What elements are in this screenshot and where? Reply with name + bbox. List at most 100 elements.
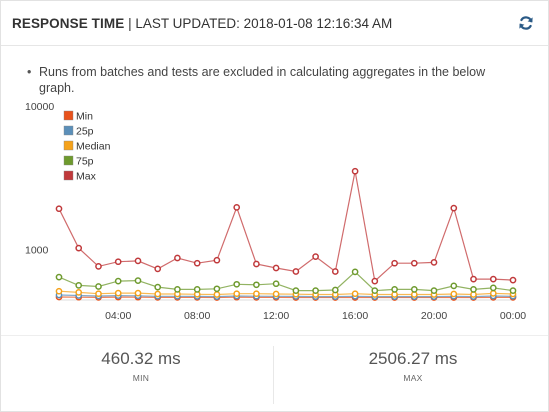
data-point-75p[interactable]: [450, 282, 458, 290]
refresh-icon[interactable]: [518, 15, 534, 31]
data-point-75p[interactable]: [371, 287, 379, 294]
panel-header: RESPONSE TIME | LAST UPDATED: 2018-01-08…: [1, 1, 548, 46]
data-point-max[interactable]: [391, 259, 398, 267]
data-point-75p[interactable]: [75, 282, 83, 289]
legend-label-min[interactable]: Min: [76, 111, 93, 123]
data-point-max[interactable]: [331, 268, 339, 275]
max-label: MAX: [403, 373, 423, 383]
series-line-25p: [58, 294, 514, 298]
data-point-max[interactable]: [95, 263, 102, 270]
x-tick-label: 08:00: [184, 310, 210, 322]
data-point-max[interactable]: [430, 259, 438, 266]
legend-label-max[interactable]: Max: [76, 171, 97, 183]
data-point-75p[interactable]: [351, 268, 359, 276]
data-point-75p[interactable]: [272, 280, 280, 288]
series-line-max: [58, 171, 514, 283]
data-point-median[interactable]: [213, 291, 221, 298]
title-separator: |: [124, 16, 136, 31]
data-point-75p[interactable]: [253, 281, 260, 289]
data-point-max[interactable]: [351, 167, 359, 175]
stats-footer: 460.32 ms MIN 2506.27 ms MAX: [1, 335, 548, 412]
response-time-chart: 10000 1000 04:00 08:00 12:00 16:00 20:00 00:00 M…: [25, 101, 526, 322]
data-point-max[interactable]: [154, 265, 162, 273]
data-point-75p[interactable]: [470, 286, 477, 293]
min-label: MIN: [132, 373, 150, 383]
data-point-75p[interactable]: [95, 283, 102, 290]
legend-swatch-max[interactable]: [63, 170, 74, 181]
data-point-75p[interactable]: [55, 273, 63, 281]
y-tick-label: 1000: [25, 244, 49, 256]
data-point-75p[interactable]: [213, 285, 221, 293]
data-point-75p[interactable]: [154, 283, 162, 291]
data-point-max[interactable]: [193, 259, 201, 267]
data-point-max[interactable]: [450, 204, 458, 212]
data-point-max[interactable]: [489, 275, 497, 283]
legend-label-75p[interactable]: 75p: [76, 156, 94, 168]
x-tick-label: 00:00: [500, 310, 526, 322]
data-point-median[interactable]: [95, 290, 102, 298]
data-point-median[interactable]: [272, 290, 280, 298]
data-point-75p[interactable]: [410, 286, 418, 293]
data-point-75p[interactable]: [331, 286, 339, 294]
data-point-75p[interactable]: [193, 286, 201, 293]
legend-swatch-75p[interactable]: [63, 155, 74, 166]
data-point-max[interactable]: [470, 275, 477, 283]
legend-swatch-median[interactable]: [63, 140, 74, 151]
data-point-median[interactable]: [351, 290, 359, 298]
legend-label-25p[interactable]: 25p: [76, 126, 94, 138]
exclusion-note: Runs from batches and tests are excluded…: [27, 64, 519, 96]
data-point-max[interactable]: [55, 205, 63, 213]
title-prefix: RESPONSE TIME: [12, 16, 125, 31]
x-tick-label: 20:00: [421, 310, 447, 322]
data-point-max[interactable]: [174, 254, 181, 262]
data-point-75p[interactable]: [430, 287, 438, 294]
data-point-median[interactable]: [55, 287, 63, 295]
data-point-max[interactable]: [509, 276, 517, 284]
legend-label-median[interactable]: Median: [76, 141, 111, 153]
data-point-median[interactable]: [489, 290, 497, 297]
legend-swatch-25p[interactable]: [63, 125, 74, 136]
data-point-75p[interactable]: [174, 286, 181, 293]
data-point-75p[interactable]: [489, 284, 497, 292]
series-line-75p: [58, 271, 514, 292]
data-point-max[interactable]: [410, 259, 418, 267]
series-line-median: [58, 290, 514, 296]
max-value: 2506.27 ms: [368, 349, 458, 368]
panel-title: RESPONSE TIME | LAST UPDATED: 2018-01-08…: [12, 16, 392, 31]
data-point-median[interactable]: [154, 290, 162, 298]
data-point-75p[interactable]: [233, 280, 241, 288]
max-stat: 2506.27 ms MAX: [278, 336, 548, 412]
x-tick-label: 12:00: [263, 310, 289, 322]
data-point-median[interactable]: [114, 289, 122, 297]
data-point-max[interactable]: [292, 268, 300, 275]
min-stat: 460.32 ms MIN: [6, 336, 276, 412]
data-point-75p[interactable]: [114, 277, 122, 285]
x-tick-label: 04:00: [105, 310, 131, 322]
y-tick-label: 10000: [25, 101, 54, 113]
series-line-min: [58, 296, 513, 299]
last-updated: LAST UPDATED: 2018-01-08 12:16:34 AM: [135, 16, 393, 31]
min-value: 460.32 ms: [101, 349, 181, 368]
data-point-max[interactable]: [134, 257, 142, 265]
data-point-max[interactable]: [253, 260, 260, 268]
data-point-median[interactable]: [134, 289, 142, 297]
data-point-median[interactable]: [253, 290, 260, 298]
data-point-max[interactable]: [114, 258, 122, 266]
data-point-median[interactable]: [450, 290, 458, 298]
legend-swatch-min[interactable]: [63, 110, 74, 121]
data-point-max[interactable]: [272, 264, 280, 272]
data-point-max[interactable]: [75, 244, 83, 252]
data-point-max[interactable]: [312, 253, 319, 260]
data-point-75p[interactable]: [312, 287, 319, 294]
data-point-75p[interactable]: [391, 286, 398, 293]
data-point-75p[interactable]: [134, 277, 142, 284]
data-point-75p[interactable]: [292, 287, 300, 294]
data-point-median[interactable]: [75, 289, 83, 296]
data-point-median[interactable]: [233, 290, 241, 298]
data-point-max[interactable]: [213, 256, 221, 264]
data-point-75p[interactable]: [509, 287, 517, 294]
x-tick-label: 16:00: [342, 310, 368, 322]
data-point-max[interactable]: [371, 277, 379, 285]
data-point-max[interactable]: [233, 204, 241, 211]
